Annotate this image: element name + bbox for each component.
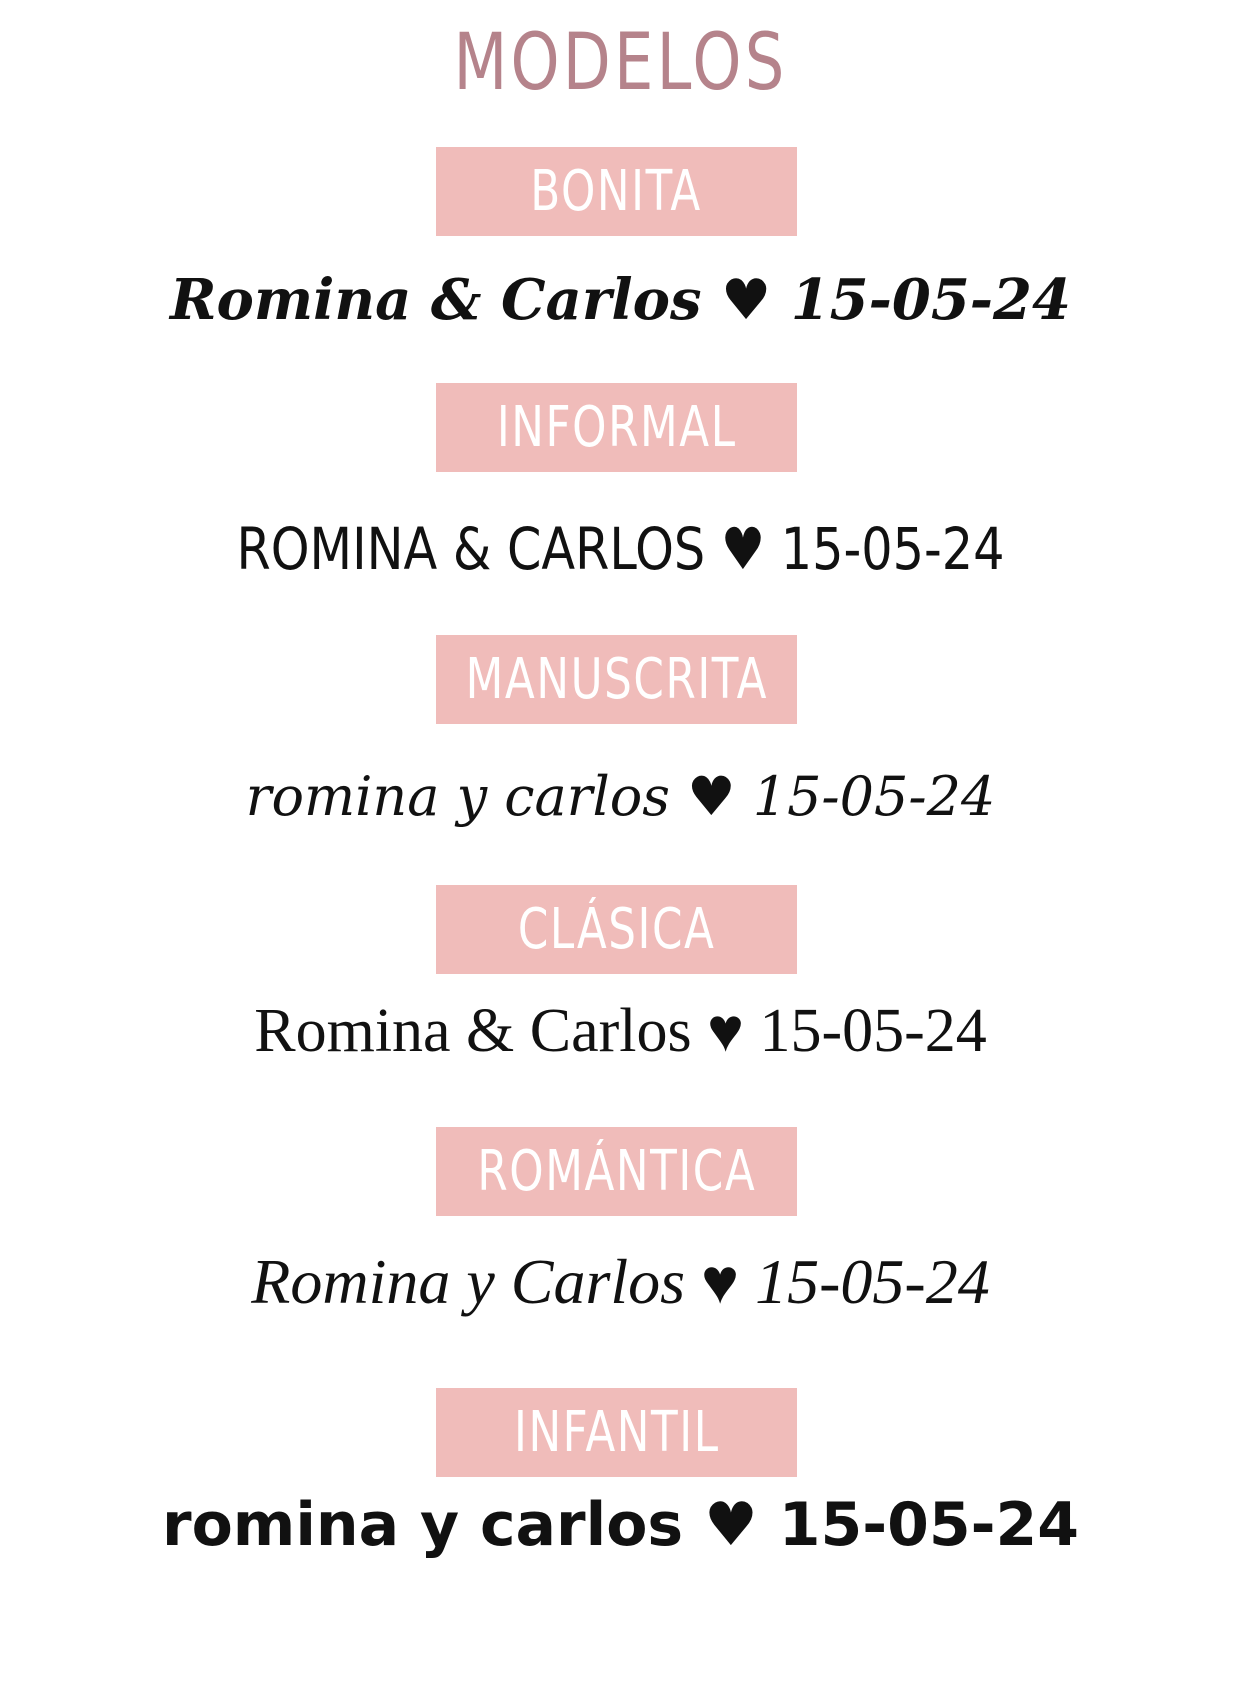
- model-label-text: INFORMAL: [496, 395, 737, 460]
- model-label-text: CLÁSICA: [517, 897, 716, 962]
- model-sample-infantil: romina y carlos ♥ 15-05-24: [162, 1490, 1079, 1560]
- model-sample-clasica: Romina & Carlos ♥ 15-05-24: [254, 997, 987, 1065]
- model-label-clasica: CLÁSICA: [436, 885, 797, 974]
- model-sample-manuscrita: romina y carlos ♥ 15-05-24: [245, 765, 996, 828]
- model-sample-bonita: Romina & Carlos ♥ 15-05-24: [170, 267, 1071, 333]
- model-label-manuscrita: MANUSCRITA: [436, 635, 797, 724]
- model-label-text: BONITA: [530, 159, 703, 224]
- page-title: MODELOS: [453, 18, 788, 108]
- model-label-text: ROMÁNTICA: [477, 1139, 756, 1204]
- model-sample-informal: ROMINA & CARLOS ♥ 15-05-24: [236, 515, 1005, 583]
- model-label-informal: INFORMAL: [436, 383, 797, 472]
- model-label-romantica: ROMÁNTICA: [436, 1127, 797, 1216]
- model-label-text: MANUSCRITA: [465, 647, 768, 712]
- model-sample-romantica: Romina y Carlos ♥ 15-05-24: [251, 1246, 990, 1317]
- model-label-infantil: INFANTIL: [436, 1388, 797, 1477]
- model-label-bonita: BONITA: [436, 147, 797, 236]
- model-label-text: INFANTIL: [513, 1400, 720, 1465]
